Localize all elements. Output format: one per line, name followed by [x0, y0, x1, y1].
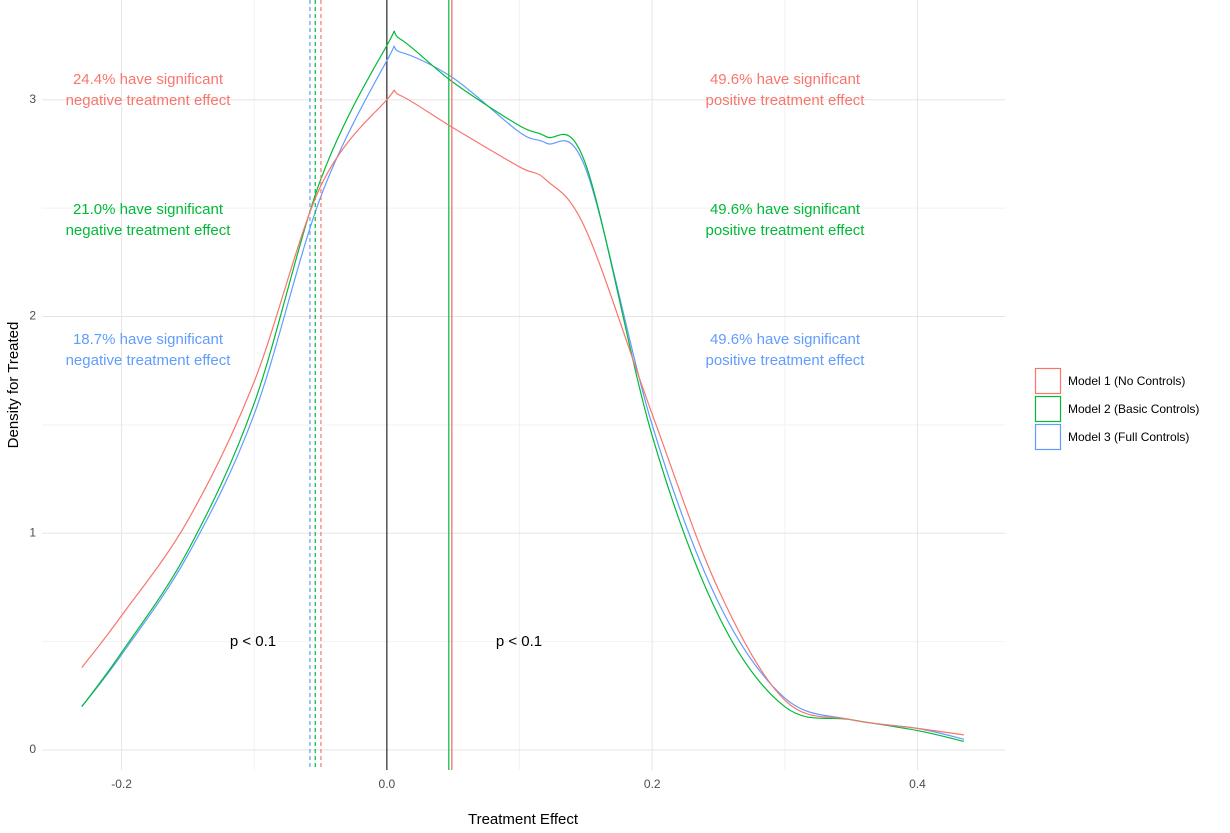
- annotation: positive treatment effect: [706, 352, 866, 369]
- y-tick-label: 2: [29, 309, 36, 323]
- annotation: negative treatment effect: [66, 352, 232, 369]
- annotation: 18.7% have significant: [73, 331, 224, 348]
- x-axis-label: Treatment Effect: [468, 811, 579, 828]
- annotation: 24.4% have significant: [73, 71, 224, 88]
- annotation: 49.6% have significant: [710, 201, 861, 218]
- annotation: 49.6% have significant: [710, 331, 861, 348]
- density-line: [81, 45, 965, 740]
- legend-label: Model 3 (Full Controls): [1068, 430, 1189, 444]
- legend-key: [1034, 395, 1062, 423]
- x-tick-label: -0.2: [111, 777, 132, 791]
- legend-key: [1034, 367, 1062, 395]
- x-tick-label: 0.0: [379, 777, 396, 791]
- x-tick-label: 0.4: [909, 777, 926, 791]
- annotation: positive treatment effect: [706, 92, 866, 109]
- p-label: p < 0.1: [496, 633, 542, 650]
- density-line: [81, 89, 964, 736]
- annotation: 21.0% have significant: [73, 201, 224, 218]
- annotation: negative treatment effect: [66, 222, 232, 239]
- x-tick-label: 0.2: [644, 777, 661, 791]
- y-tick-label: 1: [29, 525, 36, 539]
- annotation: positive treatment effect: [706, 222, 866, 239]
- density-line: [81, 30, 965, 742]
- legend-label: Model 2 (Basic Controls): [1068, 402, 1199, 416]
- annotation: negative treatment effect: [66, 92, 232, 109]
- y-tick-label: 0: [29, 742, 36, 756]
- legend-key: [1034, 423, 1062, 451]
- y-tick-label: 3: [29, 92, 36, 106]
- p-label: p < 0.1: [230, 633, 276, 650]
- legend-label: Model 1 (No Controls): [1068, 374, 1185, 388]
- annotation: 49.6% have significant: [710, 71, 861, 88]
- y-axis-label: Density for Treated: [5, 322, 22, 449]
